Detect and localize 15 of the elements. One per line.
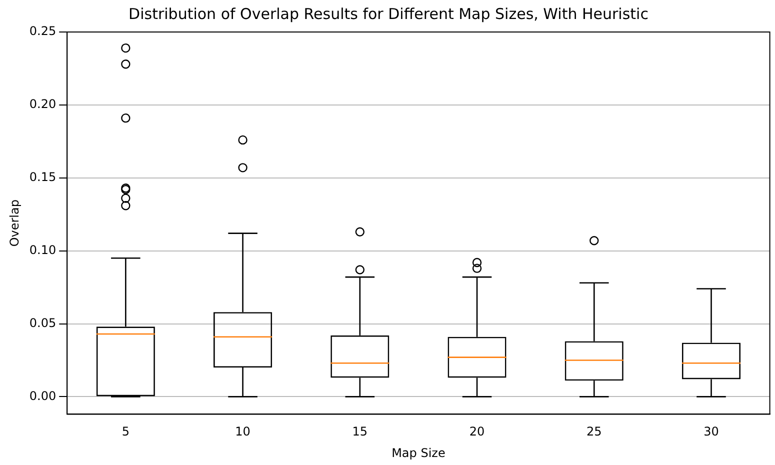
x-tick-label: 5 [122, 424, 130, 439]
x-tick-label: 30 [704, 424, 719, 439]
y-tick-label: 0.00 [29, 388, 56, 403]
y-tick-label: 0.05 [29, 316, 56, 330]
y-axis-title: Overlap [7, 200, 22, 247]
x-tick-label: 25 [586, 424, 602, 439]
x-tick-label: 15 [352, 424, 368, 439]
y-tick-label: 0.15 [29, 170, 56, 184]
y-tick-label: 0.20 [29, 97, 56, 112]
chart-title: Distribution of Overlap Results for Different Map Sizes, With Heuristic [128, 4, 648, 23]
y-tick-label: 0.25 [29, 24, 56, 38]
x-tick-label: 10 [235, 424, 250, 439]
x-axis-title: Map Size [392, 446, 446, 460]
y-tick-label: 0.10 [29, 242, 56, 257]
x-tick-label: 20 [469, 424, 485, 439]
